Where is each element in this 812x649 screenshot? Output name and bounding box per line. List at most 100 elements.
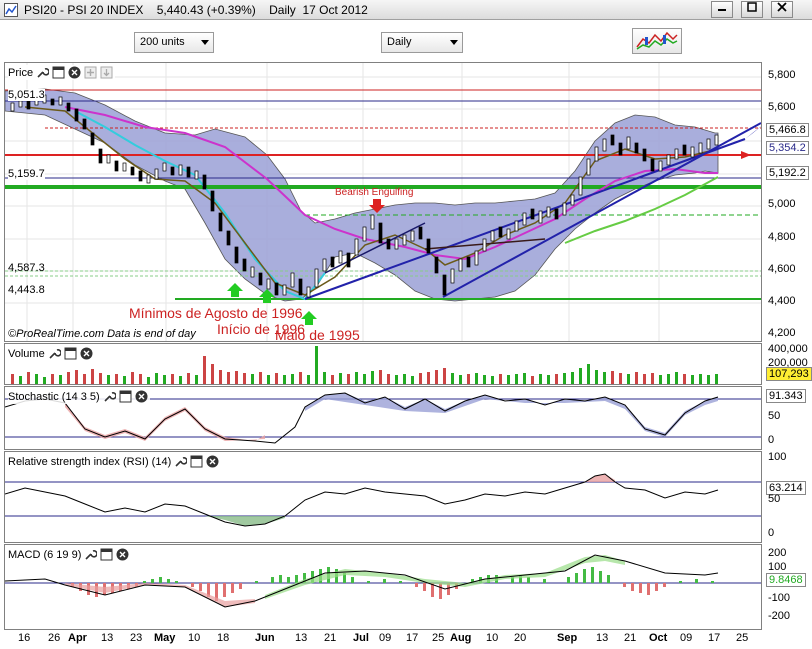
x-tick: 25 — [432, 632, 445, 644]
x-tick: 21 — [324, 632, 337, 644]
volume-panel-header: Volume — [8, 346, 95, 361]
annotation-maio: Maio de 1995 — [275, 327, 360, 343]
rsi-chart[interactable] — [5, 452, 761, 542]
rsi-panel-header: Relative strength index (RSI) (14) — [8, 454, 222, 469]
volume-y-axis: 400,000 200,000 107,293 — [762, 343, 812, 385]
annotation-inicio: Início de 1996 — [217, 321, 305, 337]
x-tick: 10 — [188, 632, 201, 644]
arrow-right-icon — [741, 151, 751, 159]
x-tick-month: Jul — [353, 632, 369, 644]
close-circle-icon[interactable] — [135, 390, 148, 403]
stochastic-panel[interactable]: Stochastic (14 3 5) — [4, 386, 762, 450]
close-circle-icon[interactable] — [68, 66, 81, 79]
close-circle-icon[interactable] — [80, 347, 93, 360]
rsi-tick: 0 — [768, 527, 775, 539]
price-panel-header: Price — [8, 65, 116, 80]
volume-panel[interactable]: Volume — [4, 343, 762, 385]
x-tick-month: Aug — [450, 632, 472, 644]
stochastic-tick: 0 — [768, 434, 775, 446]
wrench-icon[interactable] — [84, 548, 98, 561]
macd-tick: 100 — [768, 561, 787, 573]
rsi-panel[interactable]: Relative strength index (RSI) (14) — [4, 451, 762, 543]
close-circle-icon[interactable] — [206, 455, 219, 468]
x-tick: 10 — [486, 632, 499, 644]
level-label: 5,159.7 — [8, 168, 45, 180]
units-select-value: 200 units — [140, 36, 185, 48]
stochastic-y-axis: 91.343 100 50 0 — [762, 386, 812, 450]
volume-tick: 400,000 — [768, 343, 808, 355]
rsi-y-axis: 100 63.214 50 0 — [762, 451, 812, 543]
macd-tick: -100 — [768, 592, 791, 604]
download-icon[interactable] — [100, 66, 113, 79]
minimize-icon — [718, 9, 726, 11]
candlesticks — [10, 94, 719, 298]
signal-arrows — [227, 199, 385, 325]
ma-slow-line — [64, 106, 718, 261]
level-label: 4,587.3 — [8, 262, 45, 274]
period-select[interactable]: Daily — [381, 32, 463, 53]
macd-tick: -200 — [768, 610, 791, 622]
x-tick: 18 — [217, 632, 230, 644]
chevron-down-icon — [450, 40, 458, 45]
x-tick: 26 — [48, 632, 61, 644]
rsi-panel-label: Relative strength index (RSI) (14) — [8, 455, 172, 468]
level-label: 5,051.3 — [8, 89, 45, 101]
price-tick: 5,000 — [768, 198, 796, 210]
price-panel[interactable]: Price 5,051.3 5,159.7 4,587.3 4,443.8 Be… — [4, 62, 762, 343]
x-tick-month: May — [154, 632, 176, 644]
date-x-axis: 16 26 Apr 13 23 May 10 18 Jun 13 21 Jul … — [4, 630, 762, 649]
price-level-badge: 5,192.2 — [766, 166, 809, 180]
macd-chart[interactable] — [5, 545, 761, 629]
x-tick: 17 — [406, 632, 419, 644]
macd-panel-header: MACD (6 19 9) — [8, 547, 132, 562]
chart-style-button[interactable] — [632, 28, 682, 54]
price-level-badge: 5,354.2 — [766, 141, 809, 155]
x-tick: 25 — [736, 632, 749, 644]
x-tick-month: Oct — [649, 632, 668, 644]
chevron-down-icon — [201, 40, 209, 45]
volume-chart[interactable] — [5, 344, 761, 384]
x-tick: 13 — [596, 632, 609, 644]
volume-tick: 200,000 — [768, 357, 808, 369]
macd-panel-label: MACD (6 19 9) — [8, 548, 82, 561]
x-tick: 13 — [101, 632, 114, 644]
price-y-axis: 5,800 5,600 5,466.8 5,354.2 5,192.2 5,00… — [762, 62, 812, 342]
window-titlebar: PSI20 - PSI 20 INDEX 5,440.43 (+0.39%) D… — [0, 0, 812, 20]
macd-y-axis: 200 100 9.8468 -100 -200 — [762, 544, 812, 630]
stochastic-tick: 50 — [768, 410, 781, 422]
minimize-button[interactable] — [711, 1, 733, 18]
macd-panel[interactable]: MACD (6 19 9) — [4, 544, 762, 630]
window-icon[interactable] — [64, 347, 77, 360]
price-panel-label: Price — [8, 66, 34, 79]
wrench-icon[interactable] — [36, 66, 50, 79]
window-icon[interactable] — [119, 390, 132, 403]
data-source-footer: ©ProRealTime.com Data is end of day — [8, 328, 196, 340]
x-tick-month: Sep — [557, 632, 578, 644]
x-tick: 20 — [514, 632, 527, 644]
close-circle-icon[interactable] — [116, 548, 129, 561]
stochastic-panel-header: Stochastic (14 3 5) — [8, 389, 150, 404]
rsi-tick: 50 — [768, 493, 781, 505]
window-icon[interactable] — [190, 455, 203, 468]
bearish-annotation: Bearish Engulfing — [335, 187, 414, 198]
price-chart[interactable] — [5, 63, 761, 341]
window-icon[interactable] — [52, 66, 65, 79]
price-tick: 5,800 — [768, 69, 796, 81]
macd-tick: 200 — [768, 547, 787, 559]
close-button[interactable] — [771, 1, 793, 18]
price-tick: 4,200 — [768, 327, 796, 339]
volume-panel-label: Volume — [8, 347, 45, 360]
stochastic-panel-label: Stochastic (14 3 5) — [8, 390, 100, 403]
price-tick: 4,800 — [768, 231, 796, 243]
window-icon[interactable] — [100, 548, 113, 561]
maximize-button[interactable] — [741, 1, 763, 18]
price-tick: 4,600 — [768, 263, 796, 275]
macd-histogram — [71, 567, 714, 601]
wrench-icon[interactable] — [174, 455, 188, 468]
ma-green-line — [564, 176, 719, 244]
add-indicator-icon[interactable] — [84, 66, 97, 79]
wrench-icon[interactable] — [48, 347, 61, 360]
units-select[interactable]: 200 units — [134, 32, 214, 53]
wrench-icon[interactable] — [103, 390, 116, 403]
period-select-value: Daily — [387, 36, 412, 48]
